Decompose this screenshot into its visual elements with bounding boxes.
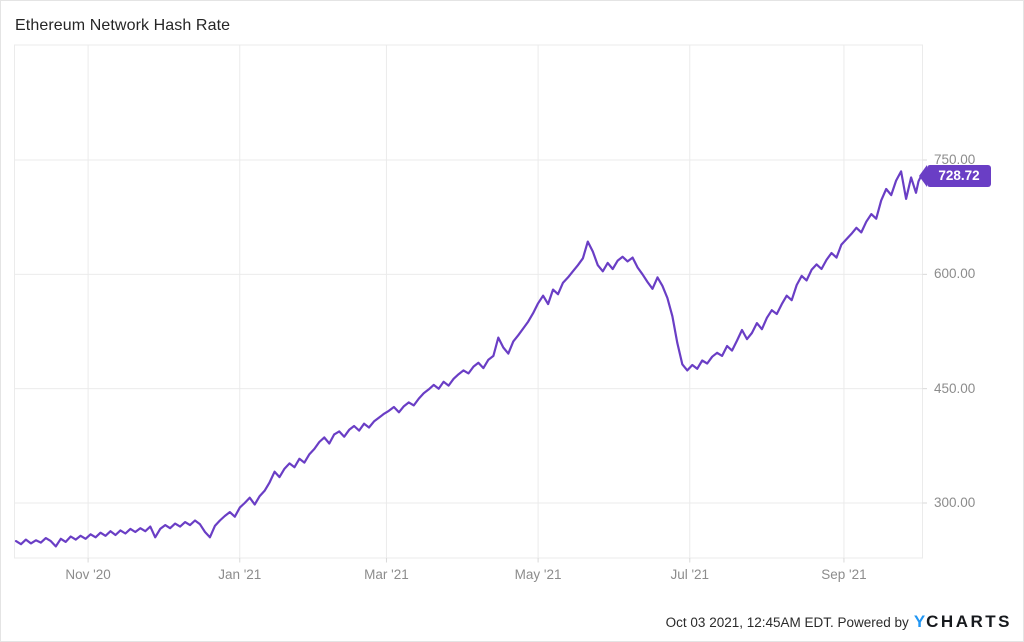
plot-border	[14, 44, 923, 559]
x-axis-label: Jul '21	[670, 567, 710, 582]
footer-timestamp: Oct 03 2021, 12:45AM EDT. Powered by	[665, 614, 909, 630]
x-axis-label: Mar '21	[364, 567, 409, 582]
x-axis-label: Sep '21	[821, 567, 867, 582]
chart-title: Ethereum Network Hash Rate	[15, 17, 231, 34]
y-axis-label: 600.00	[934, 266, 976, 282]
ycharts-y-icon: Y	[913, 612, 927, 631]
y-axis-label: 450.00	[934, 380, 976, 396]
ycharts-wordmark: CHARTS	[926, 612, 1012, 631]
last-value-label: 728.72	[938, 168, 980, 183]
ycharts-logo: Y CHARTS	[914, 612, 1012, 632]
x-axis-label: May '21	[514, 567, 562, 582]
last-value-badge: 728.72	[919, 165, 991, 187]
y-axis-label: 300.00	[934, 495, 976, 510]
x-axis-label: Jan '21	[218, 567, 262, 582]
hash-rate-series-line	[14, 170, 923, 548]
x-axis-label: Nov '20	[65, 567, 111, 582]
footer: Oct 03 2021, 12:45AM EDT. Powered by Y C…	[666, 612, 1012, 632]
y-axis-label: 750.00	[934, 152, 976, 167]
